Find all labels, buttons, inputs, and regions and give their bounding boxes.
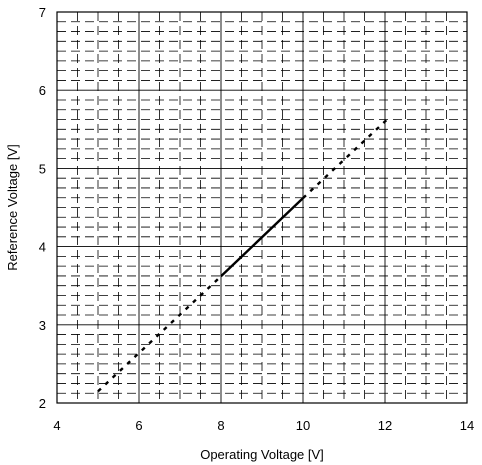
y-tick-label: 2: [39, 396, 46, 411]
plot-frame: [56, 11, 468, 404]
y-tick-label: 6: [39, 83, 46, 98]
major-grid: [57, 12, 467, 403]
y-tick-label: 7: [39, 5, 46, 20]
x-tick-label: 4: [53, 418, 60, 433]
series-line-dashed-0: [97, 275, 222, 393]
y-tick-labels: 2 3 4 5 6 7: [39, 5, 46, 411]
x-tick-label: 12: [378, 418, 392, 433]
y-tick-label: 5: [39, 161, 46, 176]
x-axis-label: Operating Voltage [V]: [200, 447, 324, 462]
x-tick-label: 8: [217, 418, 224, 433]
series-group: [97, 116, 390, 393]
minor-grid: [57, 12, 467, 403]
y-tick-label: 4: [39, 240, 46, 255]
series-line-solid-1: [220, 197, 304, 278]
x-tick-label: 10: [296, 418, 310, 433]
y-axis-label: Reference Voltage [V]: [5, 144, 20, 270]
y-tick-label: 3: [39, 318, 46, 333]
x-tick-label: 14: [460, 418, 474, 433]
x-tick-label: 6: [135, 418, 142, 433]
x-tick-labels: 4 6 8 10 12 14: [53, 418, 474, 433]
